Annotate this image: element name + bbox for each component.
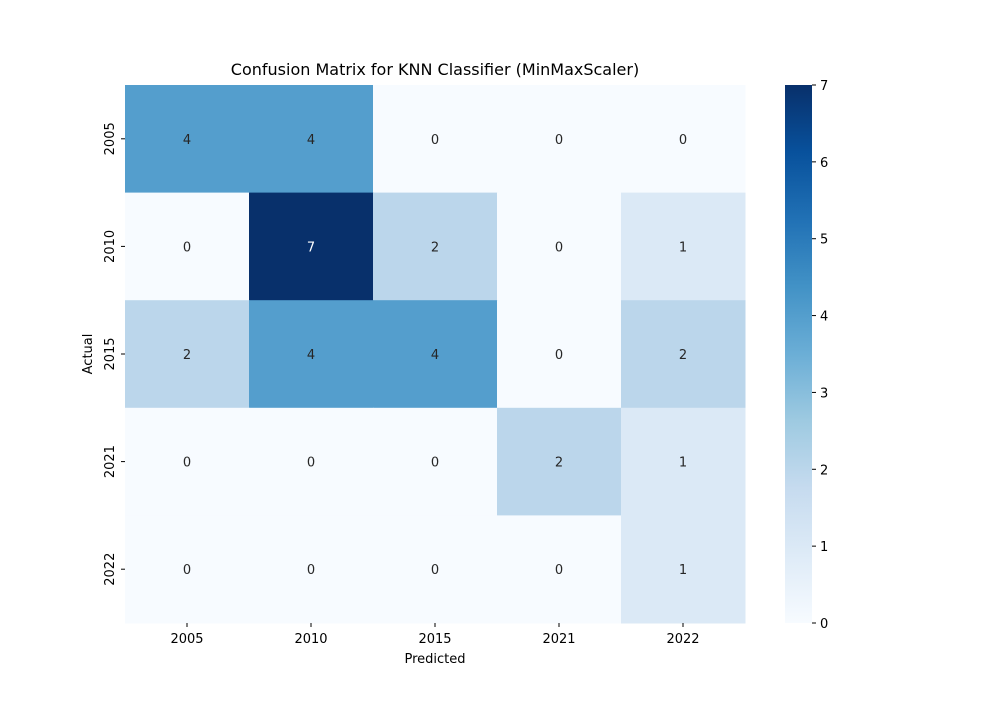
colorbar-ticks: 0 1 2 3 4 5 6 7: [812, 79, 828, 632]
heatmap-cell: [621, 85, 746, 194]
heatmap-cell: [249, 407, 374, 516]
heatmap-cell: [249, 85, 374, 194]
colorbar: [785, 85, 812, 623]
heatmap-cell-labels: 4 4 0 0 0 0 7 2 0 1 2 4 4 0 2 0 0 0 2 1 0 0 0 0 1: [183, 133, 687, 578]
heatmap-cell: [125, 515, 250, 624]
y-axis-ticks: 2005 2010 2015 2021 2022: [103, 122, 125, 586]
cell-value-label: 0: [431, 456, 439, 471]
cell-value-label: 1: [679, 563, 687, 578]
cell-value-label: 0: [183, 563, 191, 578]
heatmap-cell: [497, 85, 622, 194]
cell-value-label: 2: [679, 348, 687, 363]
cell-value-label: 4: [307, 348, 315, 363]
cell-value-label: 0: [431, 133, 439, 148]
y-tick-label: 2021: [103, 445, 118, 478]
cell-value-label: 0: [431, 563, 439, 578]
heatmap-cell: [125, 407, 250, 516]
heatmap-cell: [373, 85, 498, 194]
cell-value-label: 2: [555, 456, 563, 471]
cell-value-label: 2: [431, 240, 439, 255]
cell-value-label: 7: [307, 240, 315, 255]
cell-value-label: 0: [679, 133, 687, 148]
heatmap-cell: [373, 515, 498, 624]
colorbar-tick-label: 0: [820, 617, 828, 632]
heatmap-cell: [125, 192, 250, 301]
cell-value-label: 4: [183, 133, 191, 148]
x-axis-label: Predicted: [404, 652, 465, 667]
heatmap-cell: [125, 300, 250, 409]
x-tick-label: 2015: [418, 632, 451, 647]
x-tick-label: 2005: [170, 632, 203, 647]
x-tick-label: 2021: [542, 632, 575, 647]
colorbar-tick-label: 4: [820, 310, 828, 325]
heatmap-cell: [497, 515, 622, 624]
cell-value-label: 0: [555, 240, 563, 255]
heatmap-cell: [497, 192, 622, 301]
heatmap-cell: [621, 515, 746, 624]
heatmap-cell: [621, 300, 746, 409]
heatmap-cell: [373, 300, 498, 409]
colorbar-tick-label: 7: [820, 79, 828, 94]
cell-value-label: 4: [307, 133, 315, 148]
y-tick-label: 2022: [103, 553, 118, 586]
heatmap-cell: [621, 192, 746, 301]
cell-value-label: 4: [431, 348, 439, 363]
chart-title: Confusion Matrix for KNN Classifier (Min…: [231, 60, 639, 79]
cell-value-label: 1: [679, 240, 687, 255]
colorbar-tick-label: 5: [820, 233, 828, 248]
cell-value-label: 0: [555, 133, 563, 148]
y-tick-label: 2015: [103, 337, 118, 370]
colorbar-tick-label: 2: [820, 463, 828, 478]
heatmap-cell: [621, 407, 746, 516]
heatmap-cell: [373, 192, 498, 301]
x-axis-ticks: 2005 2010 2015 2021 2022: [170, 623, 700, 647]
x-tick-label: 2010: [294, 632, 327, 647]
heatmap-cell: [249, 515, 374, 624]
heatmap-cell: [373, 407, 498, 516]
y-axis-label: Actual: [81, 334, 96, 375]
y-tick-label: 2010: [103, 230, 118, 263]
cell-value-label: 0: [307, 456, 315, 471]
cell-value-label: 0: [307, 563, 315, 578]
colorbar-tick-label: 6: [820, 156, 828, 171]
cell-value-label: 0: [555, 348, 563, 363]
y-tick-label: 2005: [103, 122, 118, 155]
heatmap-cell: [497, 300, 622, 409]
cell-value-label: 1: [679, 456, 687, 471]
colorbar-tick-label: 1: [820, 540, 828, 555]
cell-value-label: 2: [183, 348, 191, 363]
heatmap-cell: [249, 300, 374, 409]
heatmap-cell: [497, 407, 622, 516]
heatmap-cell: [249, 192, 374, 301]
heatmap-cell: [125, 85, 250, 194]
heatmap-cells: [125, 85, 746, 624]
cell-value-label: 0: [555, 563, 563, 578]
cell-value-label: 0: [183, 240, 191, 255]
colorbar-tick-label: 3: [820, 386, 828, 401]
cell-value-label: 0: [183, 456, 191, 471]
x-tick-label: 2022: [666, 632, 699, 647]
